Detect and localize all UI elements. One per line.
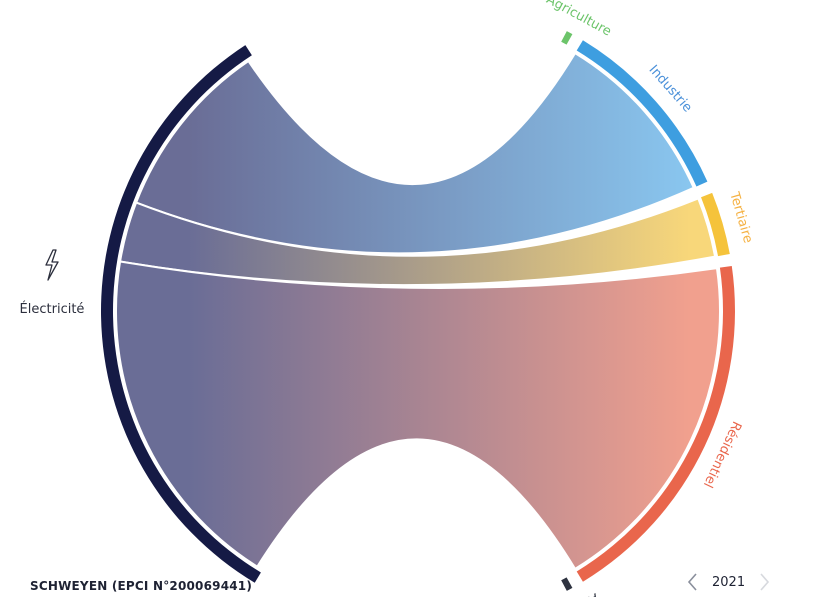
target-arc-autres[interactable] [561, 577, 573, 591]
chord-ribbons [115, 51, 722, 571]
ribbon-industrie[interactable] [134, 51, 696, 255]
year-navigator: 2021 [682, 570, 775, 594]
source-arc-electricite[interactable] [100, 45, 261, 583]
entity-title: SCHWEYEN (EPCI N°200069441) [30, 579, 253, 593]
chevron-left-icon [687, 573, 697, 591]
label-tertiaire: Tertiaire [726, 189, 755, 244]
ribbon-residentiel[interactable] [115, 260, 722, 571]
chord-arcs [100, 31, 735, 591]
label-agriculture: Agriculture [544, 0, 614, 40]
target-arc-tertiaire[interactable] [701, 192, 730, 257]
next-year-button[interactable] [755, 570, 775, 594]
label-electricite: Électricité [20, 301, 85, 317]
previous-year-button[interactable] [682, 570, 702, 594]
target-arc-industrie[interactable] [576, 40, 708, 187]
chevron-right-icon [760, 573, 770, 591]
target-arc-residentiel[interactable] [576, 265, 735, 582]
lightning-bolt-icon [45, 249, 59, 281]
year-value: 2021 [712, 574, 746, 590]
target-arc-agriculture[interactable] [561, 31, 573, 45]
label-autres: Autres [556, 589, 600, 597]
